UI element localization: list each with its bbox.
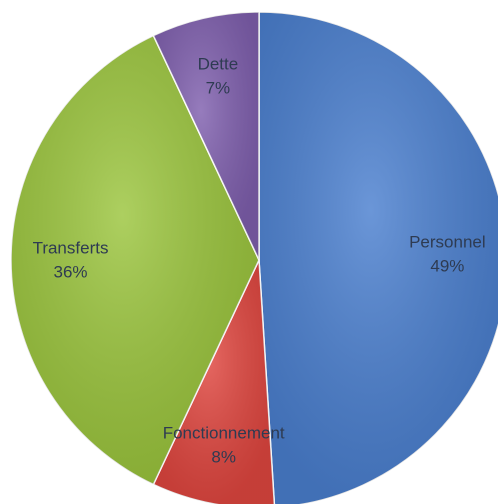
- labels: Personnel 49% Fonctionnement 8% Transferts 36…: [33, 55, 486, 467]
- slice-value-label: 36%: [54, 262, 88, 281]
- slice-shade: [11, 35, 260, 485]
- slice-shade: [259, 12, 498, 504]
- slice-shade: [153, 12, 259, 260]
- pie: [10, 11, 498, 504]
- slice-label: Dette: [198, 55, 239, 74]
- slice-shade: [153, 260, 275, 504]
- slice-label: Personnel: [409, 233, 486, 252]
- slice-label: Transferts: [33, 238, 109, 257]
- slice-value-label: 49%: [430, 257, 464, 276]
- slice-value-label: 7%: [206, 79, 231, 98]
- slice-value-label: 8%: [211, 448, 236, 467]
- slice-label: Fonctionnement: [163, 424, 285, 443]
